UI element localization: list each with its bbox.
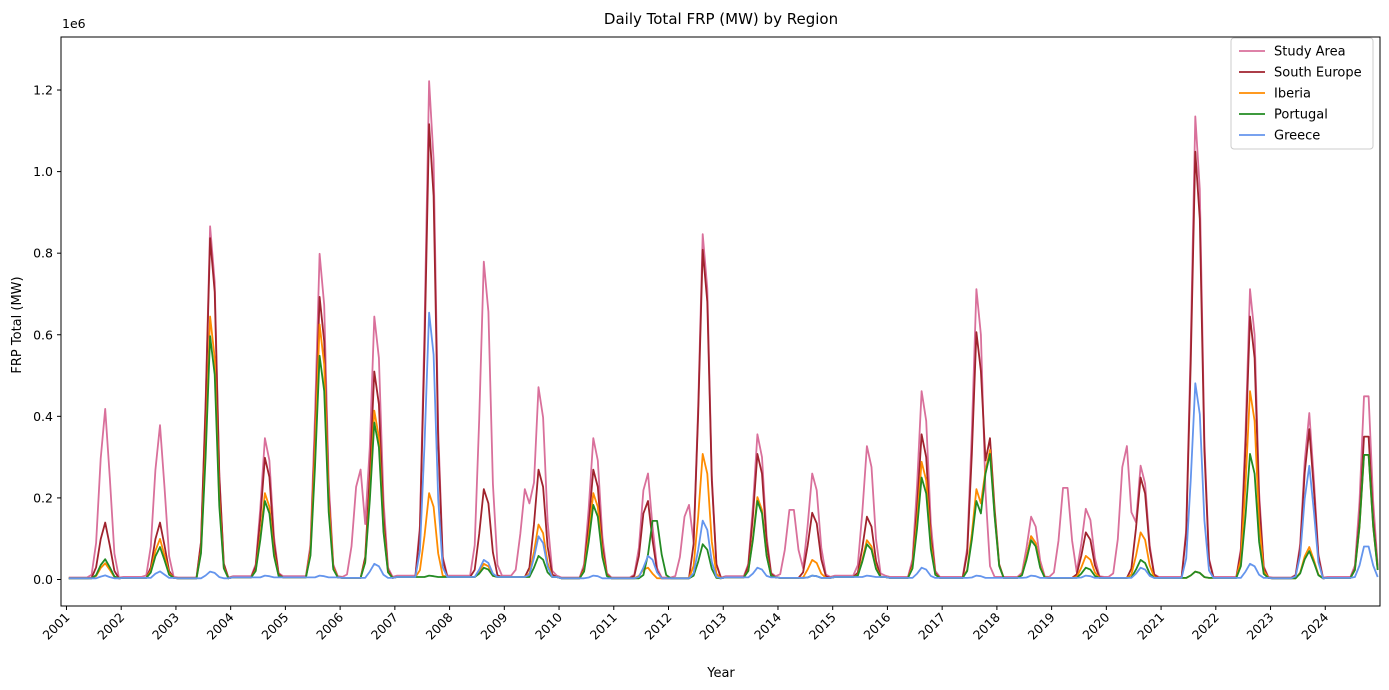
plot-series-group bbox=[68, 80, 1379, 580]
y-axis-title: FRP Total (MW) bbox=[10, 276, 25, 373]
plot-frame bbox=[60, 36, 1381, 607]
y-tick-label: 1.2 bbox=[33, 83, 53, 98]
y-offset-label: 1e6 bbox=[62, 16, 86, 31]
y-tick-label: 0.2 bbox=[33, 490, 53, 505]
legend-label: Greece bbox=[1274, 129, 1320, 144]
legend-label: South Europe bbox=[1274, 66, 1362, 81]
y-tick-label: 0.8 bbox=[33, 246, 53, 261]
x-axis-title: Year bbox=[706, 666, 735, 681]
legend-label: Study Area bbox=[1274, 45, 1346, 60]
y-tick-label: 0.0 bbox=[33, 572, 53, 587]
legend-label: Iberia bbox=[1274, 87, 1311, 102]
y-tick-label: 1.0 bbox=[33, 164, 53, 179]
chart-title: Daily Total FRP (MW) by Region bbox=[604, 10, 838, 28]
series-line-greece bbox=[68, 311, 1379, 580]
legend-box bbox=[1230, 37, 1374, 150]
legend-label: Portugal bbox=[1274, 108, 1328, 123]
series-line-study-area bbox=[68, 80, 1379, 579]
y-tick-label: 0.4 bbox=[33, 409, 53, 424]
legend: Study Area South Europe Iberia Portugal Gree… bbox=[1230, 37, 1374, 150]
y-axis-ticks: 0.0 0.2 0.4 0.6 0.8 1.0 1.2 bbox=[33, 83, 61, 587]
y-tick-label: 0.6 bbox=[33, 327, 53, 342]
